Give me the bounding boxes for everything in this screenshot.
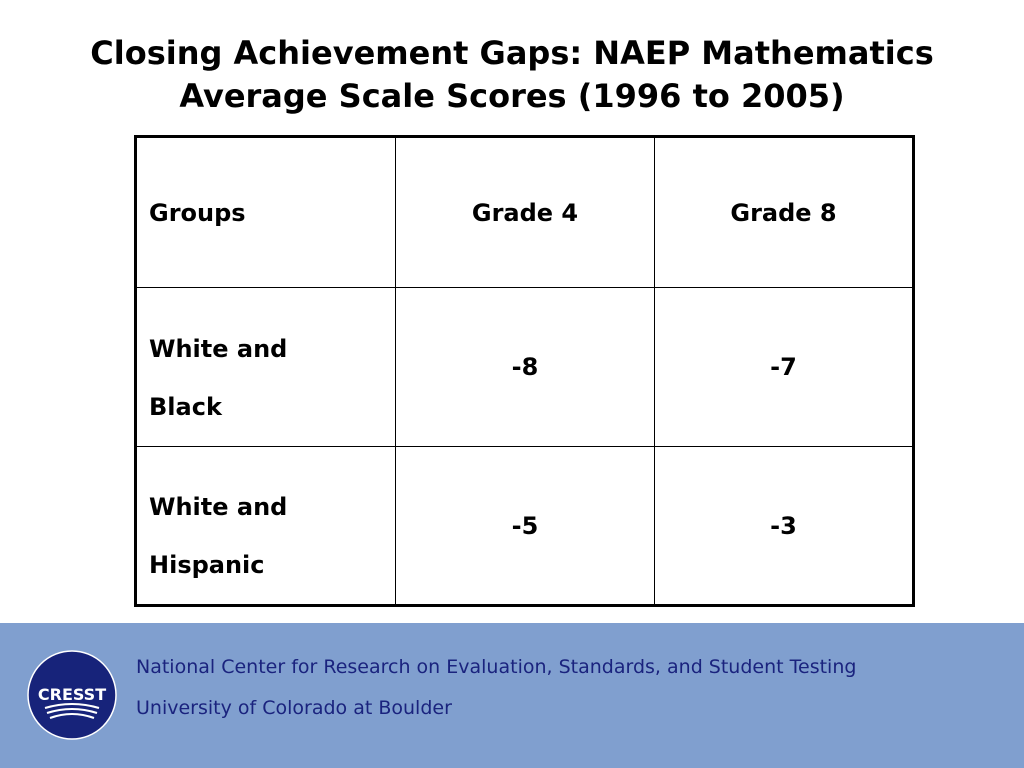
grade-4-value: -5 [395,446,655,606]
group-name-line-2: Hispanic [149,551,265,579]
slide-title-line-2: Average Scale Scores (1996 to 2005) [179,77,845,115]
slide-title: Closing Achievement Gaps: NAEP Mathemati… [0,32,1024,118]
grade-8-value: -3 [654,446,914,606]
logo-text: CRESST [38,685,106,704]
grade-8-value: -7 [654,287,914,447]
group-name-line-1: White and [149,335,288,363]
footer-organization: National Center for Research on Evaluati… [136,656,857,678]
group-name-line-2: Black [149,393,222,421]
table-row: White and Hispanic -5 -3 [135,446,914,606]
table-row: White and Black -8 -7 [135,287,914,447]
header-grade-4: Grade 4 [395,136,655,288]
slide-title-line-1: Closing Achievement Gaps: NAEP Mathemati… [90,34,934,72]
header-grade-8: Grade 8 [654,136,914,288]
header-groups: Groups [135,136,396,288]
group-name-line-1: White and [149,493,288,521]
group-cell: White and Black [135,287,396,447]
group-cell: White and Hispanic [135,446,396,606]
grade-4-value: -8 [395,287,655,447]
achievement-gap-table: Groups Grade 4 Grade 8 White and Black -… [134,135,915,607]
table-header-row: Groups Grade 4 Grade 8 [135,136,914,288]
footer-university: University of Colorado at Boulder [136,697,452,719]
cresst-logo: CRESST [27,650,117,740]
footer-bar: CRESST National Center for Research on E… [0,623,1024,768]
